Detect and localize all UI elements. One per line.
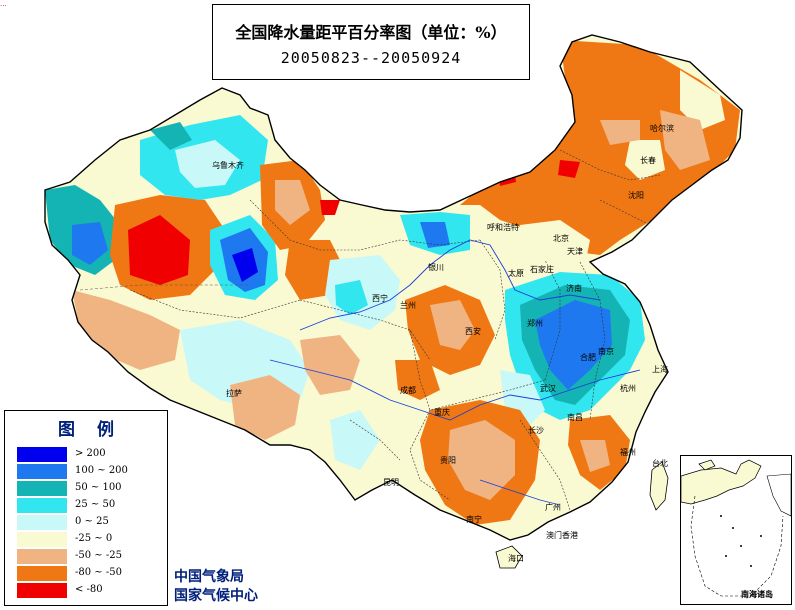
- map-date-range: 20050823--20050924: [280, 49, 462, 67]
- city-label: 太原: [508, 269, 524, 278]
- legend-label: 25 ~ 50: [75, 499, 116, 510]
- agency-cma: 中国气象局: [174, 569, 244, 585]
- city-label: 长春: [640, 156, 656, 165]
- legend-item: 0 ~ 25: [17, 515, 167, 531]
- legend-item: 25 ~ 50: [17, 498, 167, 514]
- legend-item: < -80: [17, 583, 167, 599]
- rivers: [269, 239, 641, 506]
- city-label: 福州: [620, 448, 636, 457]
- city-label: 济南: [566, 284, 582, 293]
- legend: 图例 > 200 100 ~ 200 50 ~ 100 25 ~ 50 0 ~ 25 -2…: [4, 410, 168, 606]
- south-china-sea-inset: 南海诸岛: [680, 455, 792, 605]
- title-box: 全国降水量距平百分率图（单位：%） 20050823--20050924: [212, 4, 530, 80]
- legend-swatch: [17, 498, 67, 513]
- agency-ncc: 国家气候中心: [174, 588, 258, 604]
- hainan-island: [495, 545, 523, 569]
- contour-line: [79, 284, 250, 291]
- city-label: 沈阳: [628, 191, 644, 200]
- city-label: 武汉: [540, 384, 556, 393]
- city-label: 长沙: [528, 426, 544, 435]
- header-stamp: ...: [0, 0, 7, 8]
- legend-swatch: [17, 481, 67, 496]
- city-label: 合肥: [580, 353, 596, 362]
- national-border: [44, 34, 743, 541]
- inset-label: 南海诸岛: [741, 590, 773, 599]
- legend-label: < -80: [75, 584, 103, 595]
- city-label: 兰州: [400, 301, 416, 310]
- city-label: 南京: [598, 347, 614, 356]
- legend-item: 50 ~ 100: [17, 481, 167, 497]
- city-label: 哈尔滨: [650, 124, 674, 133]
- city-label: 昆明: [383, 478, 399, 487]
- city-label: 海口: [508, 554, 524, 563]
- legend-swatch: [17, 549, 67, 564]
- map-title: 全国降水量距平百分率图（单位：%）: [235, 23, 507, 42]
- legend-label: 0 ~ 25: [75, 516, 109, 527]
- legend-swatch: [17, 464, 67, 479]
- city-label: 石家庄: [530, 265, 554, 274]
- legend-label: 50 ~ 100: [75, 482, 122, 493]
- inset-map: [680, 459, 792, 597]
- city-label: 西安: [465, 327, 481, 336]
- legend-item: > 200: [17, 447, 167, 463]
- city-label: 台北: [652, 459, 668, 468]
- city-label: 南昌: [567, 413, 583, 422]
- legend-swatch: [17, 532, 67, 547]
- city-label: 澳门香港: [546, 531, 578, 540]
- city-label: 杭州: [620, 384, 636, 393]
- legend-swatch: [17, 515, 67, 530]
- city-label: 广州: [545, 503, 561, 512]
- city-label: 重庆: [434, 408, 450, 417]
- legend-item: -80 ~ -50: [17, 566, 167, 582]
- legend-label: -80 ~ -50: [75, 567, 122, 578]
- legend-label: -25 ~ 0: [75, 533, 113, 544]
- city-label: 南宁: [466, 515, 482, 524]
- legend-item: -50 ~ -25: [17, 549, 167, 565]
- city-label: 乌鲁木齐: [212, 161, 244, 170]
- legend-swatch: [17, 583, 67, 598]
- city-label: 拉萨: [226, 389, 242, 398]
- city-label: 西宁: [372, 294, 388, 303]
- taiwan-island: [649, 461, 669, 511]
- city-label: 北京: [553, 234, 569, 243]
- legend-label: 100 ~ 200: [75, 465, 128, 476]
- city-label: 郑州: [527, 319, 543, 328]
- legend-title: 图例: [58, 420, 136, 440]
- city-label: 贵阳: [440, 456, 456, 465]
- city-label: 成都: [400, 386, 416, 395]
- legend-item: 100 ~ 200: [17, 464, 167, 480]
- legend-label: -50 ~ -25: [75, 550, 122, 561]
- city-label: 银川: [428, 263, 444, 272]
- legend-label: > 200: [75, 448, 106, 459]
- city-label: 天津: [567, 247, 583, 256]
- city-label: 上海: [652, 365, 668, 374]
- province-borders: [129, 149, 661, 511]
- legend-item: -25 ~ 0: [17, 532, 167, 548]
- city-label: 呼和浩特: [487, 223, 519, 232]
- legend-swatch: [17, 566, 67, 581]
- legend-swatch: [17, 447, 67, 462]
